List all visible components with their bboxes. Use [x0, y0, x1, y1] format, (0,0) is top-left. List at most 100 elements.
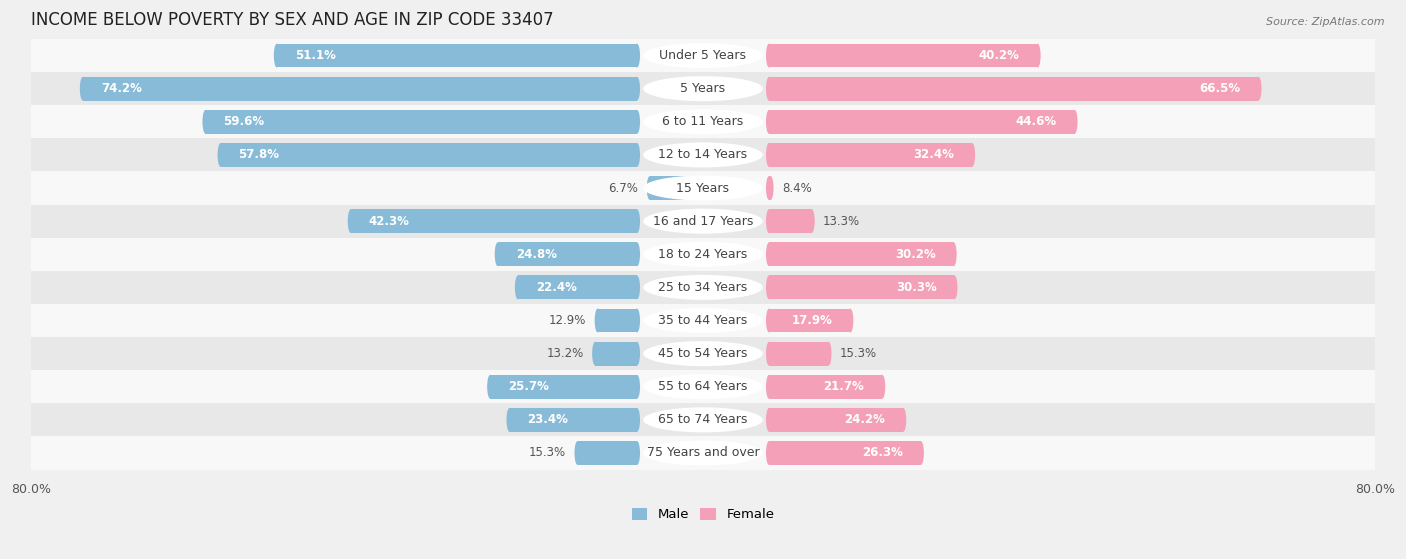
Ellipse shape — [634, 408, 640, 432]
FancyBboxPatch shape — [769, 342, 828, 366]
Ellipse shape — [647, 176, 652, 200]
Ellipse shape — [643, 374, 763, 399]
Text: 15 Years: 15 Years — [676, 182, 730, 195]
FancyBboxPatch shape — [578, 441, 637, 465]
Ellipse shape — [848, 309, 853, 333]
Ellipse shape — [766, 309, 772, 333]
FancyBboxPatch shape — [31, 139, 1375, 172]
Text: 45 to 54 Years: 45 to 54 Years — [658, 347, 748, 360]
FancyBboxPatch shape — [650, 176, 700, 200]
Ellipse shape — [634, 209, 640, 233]
FancyBboxPatch shape — [517, 276, 637, 299]
FancyBboxPatch shape — [769, 375, 882, 399]
Ellipse shape — [634, 143, 640, 167]
Text: 26.3%: 26.3% — [862, 447, 903, 459]
Ellipse shape — [766, 143, 772, 167]
Ellipse shape — [766, 375, 772, 399]
Ellipse shape — [634, 375, 640, 399]
FancyBboxPatch shape — [31, 271, 1375, 304]
Text: 21.7%: 21.7% — [824, 380, 865, 393]
FancyBboxPatch shape — [31, 72, 1375, 105]
Ellipse shape — [634, 309, 640, 333]
Ellipse shape — [879, 375, 886, 399]
Ellipse shape — [643, 275, 763, 300]
Ellipse shape — [1256, 77, 1261, 101]
Ellipse shape — [766, 44, 772, 68]
Ellipse shape — [515, 276, 520, 299]
Ellipse shape — [634, 342, 640, 366]
Text: 55 to 64 Years: 55 to 64 Years — [658, 380, 748, 393]
Text: 8.4%: 8.4% — [782, 182, 811, 195]
Text: 57.8%: 57.8% — [239, 149, 280, 162]
Text: 12.9%: 12.9% — [548, 314, 586, 327]
Ellipse shape — [643, 109, 763, 134]
Ellipse shape — [634, 276, 640, 299]
Ellipse shape — [643, 143, 763, 168]
FancyBboxPatch shape — [769, 176, 770, 200]
Ellipse shape — [592, 342, 598, 366]
Ellipse shape — [766, 243, 772, 266]
Ellipse shape — [952, 276, 957, 299]
Text: 15.3%: 15.3% — [839, 347, 877, 360]
FancyBboxPatch shape — [769, 276, 955, 299]
Text: 44.6%: 44.6% — [1015, 115, 1056, 129]
Ellipse shape — [643, 76, 763, 101]
FancyBboxPatch shape — [31, 205, 1375, 238]
Text: 65 to 74 Years: 65 to 74 Years — [658, 413, 748, 427]
FancyBboxPatch shape — [31, 172, 1375, 205]
FancyBboxPatch shape — [221, 143, 637, 167]
Text: 18 to 24 Years: 18 to 24 Years — [658, 248, 748, 260]
Ellipse shape — [595, 309, 600, 333]
Ellipse shape — [825, 342, 831, 366]
Ellipse shape — [643, 209, 763, 234]
FancyBboxPatch shape — [31, 304, 1375, 337]
Text: 51.1%: 51.1% — [295, 49, 336, 62]
Text: 75 Years and over: 75 Years and over — [647, 447, 759, 459]
Ellipse shape — [486, 375, 494, 399]
Text: 16 and 17 Years: 16 and 17 Years — [652, 215, 754, 228]
Text: 17.9%: 17.9% — [792, 314, 832, 327]
Ellipse shape — [643, 408, 763, 433]
Text: 24.8%: 24.8% — [516, 248, 557, 260]
Ellipse shape — [766, 110, 772, 134]
Text: 15.3%: 15.3% — [529, 447, 567, 459]
Text: 13.2%: 13.2% — [547, 347, 583, 360]
Text: 40.2%: 40.2% — [979, 49, 1019, 62]
Ellipse shape — [202, 110, 208, 134]
Text: 22.4%: 22.4% — [536, 281, 576, 294]
Ellipse shape — [643, 241, 763, 267]
Ellipse shape — [918, 441, 924, 465]
FancyBboxPatch shape — [31, 403, 1375, 437]
FancyBboxPatch shape — [769, 110, 1074, 134]
Ellipse shape — [643, 176, 763, 201]
Ellipse shape — [347, 209, 354, 233]
FancyBboxPatch shape — [769, 441, 921, 465]
FancyBboxPatch shape — [769, 143, 972, 167]
FancyBboxPatch shape — [769, 309, 851, 333]
Ellipse shape — [634, 44, 640, 68]
Ellipse shape — [950, 243, 956, 266]
FancyBboxPatch shape — [277, 44, 637, 68]
Text: 42.3%: 42.3% — [368, 215, 409, 228]
Text: 25.7%: 25.7% — [508, 380, 548, 393]
Ellipse shape — [1035, 44, 1040, 68]
Text: 23.4%: 23.4% — [527, 413, 568, 427]
Ellipse shape — [643, 341, 763, 366]
FancyBboxPatch shape — [769, 243, 953, 266]
FancyBboxPatch shape — [769, 77, 1258, 101]
FancyBboxPatch shape — [350, 209, 637, 233]
Text: 24.2%: 24.2% — [845, 413, 886, 427]
Ellipse shape — [575, 441, 581, 465]
Text: Source: ZipAtlas.com: Source: ZipAtlas.com — [1267, 17, 1385, 27]
FancyBboxPatch shape — [595, 342, 637, 366]
Ellipse shape — [495, 243, 501, 266]
FancyBboxPatch shape — [31, 238, 1375, 271]
Ellipse shape — [697, 176, 703, 200]
Ellipse shape — [766, 342, 772, 366]
FancyBboxPatch shape — [31, 39, 1375, 72]
Ellipse shape — [808, 209, 814, 233]
FancyBboxPatch shape — [31, 337, 1375, 370]
FancyBboxPatch shape — [769, 408, 903, 432]
Text: 30.3%: 30.3% — [896, 281, 936, 294]
Text: 66.5%: 66.5% — [1199, 82, 1240, 95]
